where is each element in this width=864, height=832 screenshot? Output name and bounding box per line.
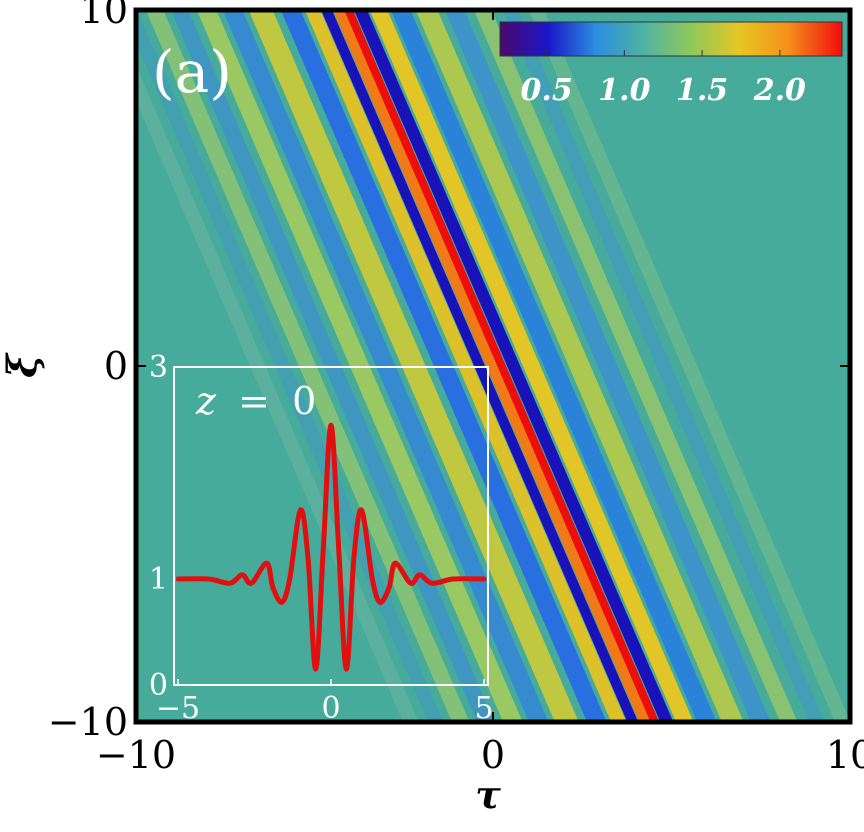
inset-y-tick-label: 3 xyxy=(149,350,168,385)
stripe-band xyxy=(502,10,825,722)
stripe-band xyxy=(390,10,717,722)
inset-line xyxy=(175,422,487,672)
colorbar-tick-label: 2.0 xyxy=(753,73,806,108)
colorbar-tick-label: 1.0 xyxy=(598,73,650,108)
x-tick-label: 10 xyxy=(826,733,864,777)
colorbar-tick-label: 1.5 xyxy=(676,73,728,108)
stripe-band xyxy=(444,10,771,722)
inset-y-tick-label: 1 xyxy=(149,562,168,597)
inset-x-tick-label: 0 xyxy=(321,691,340,726)
stripe-band xyxy=(369,10,694,722)
y-tick-label: 10 xyxy=(80,0,128,32)
inset-y-tick-label: 0 xyxy=(149,668,168,703)
inset-title-val: 0 xyxy=(292,379,316,423)
y-tick-label: −10 xyxy=(48,700,128,744)
x-tick-label: −10 xyxy=(96,733,176,777)
colorbar-ticks: 0.5 1.0 1.5 2.0 xyxy=(521,50,806,108)
y-axis-label: ξ xyxy=(0,352,46,378)
x-tick-label: 0 xyxy=(481,733,505,777)
panel-label: (a) xyxy=(152,38,232,106)
stripe-band xyxy=(353,10,674,722)
inset-title-var: z xyxy=(195,379,217,423)
inset-title: z = 0 xyxy=(195,379,316,423)
inset-title-eq: = xyxy=(238,379,270,423)
stripe-band xyxy=(332,10,653,722)
inset-x-tick-label: 5 xyxy=(474,691,493,726)
stripe-band xyxy=(344,10,660,722)
stripe-band xyxy=(415,10,744,722)
y-tick-label: 0 xyxy=(104,344,128,388)
colorbar xyxy=(499,21,843,57)
stripe-band xyxy=(473,10,798,722)
stripe-band xyxy=(528,10,850,722)
x-axis-label: τ xyxy=(475,772,501,817)
colorbar-tick-label: 0.5 xyxy=(521,73,573,108)
